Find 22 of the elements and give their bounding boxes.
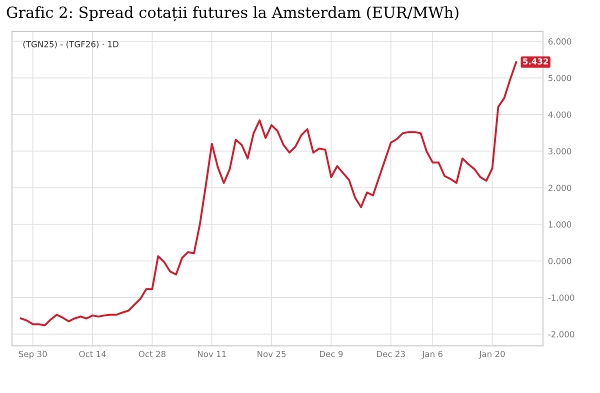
annotation: (TGN25) - (TGF26) · 1D xyxy=(23,40,118,48)
x-tick-label: Sep 30 xyxy=(18,350,47,359)
chart-title: Grafic 2: Spread cotații futures la Amsterdam (EUR/MWh) xyxy=(6,6,458,22)
x-tick-label: Dec 23 xyxy=(376,350,405,358)
y-tick-label: 4.000 xyxy=(548,112,572,118)
x-tick-label: Jan 6 xyxy=(422,350,442,359)
y-tick-label: -2.000 xyxy=(548,331,574,338)
x-tick-label: Dec 9 xyxy=(320,350,343,358)
x-tick-label: Jan 20 xyxy=(478,350,505,359)
y-tick-label: -1.000 xyxy=(548,294,574,301)
line-series xyxy=(20,61,518,326)
y-tick-label: 0.000 xyxy=(548,258,572,264)
y-tick-label: 1.000 xyxy=(548,221,572,228)
x-tick-label: Nov 25 xyxy=(258,350,286,358)
y-tick-label: 3.000 xyxy=(548,148,572,154)
x-tick-label: Nov 11 xyxy=(198,350,226,358)
y-tick-label: 6.000 xyxy=(548,38,572,45)
y-tick-label: 2.000 xyxy=(548,184,572,192)
data-label: 5.432 xyxy=(523,58,548,65)
x-tick-label: Oct 28 xyxy=(138,350,166,358)
y-tick-label: 5.000 xyxy=(548,74,572,82)
x-tick-label: Oct 14 xyxy=(79,350,106,358)
